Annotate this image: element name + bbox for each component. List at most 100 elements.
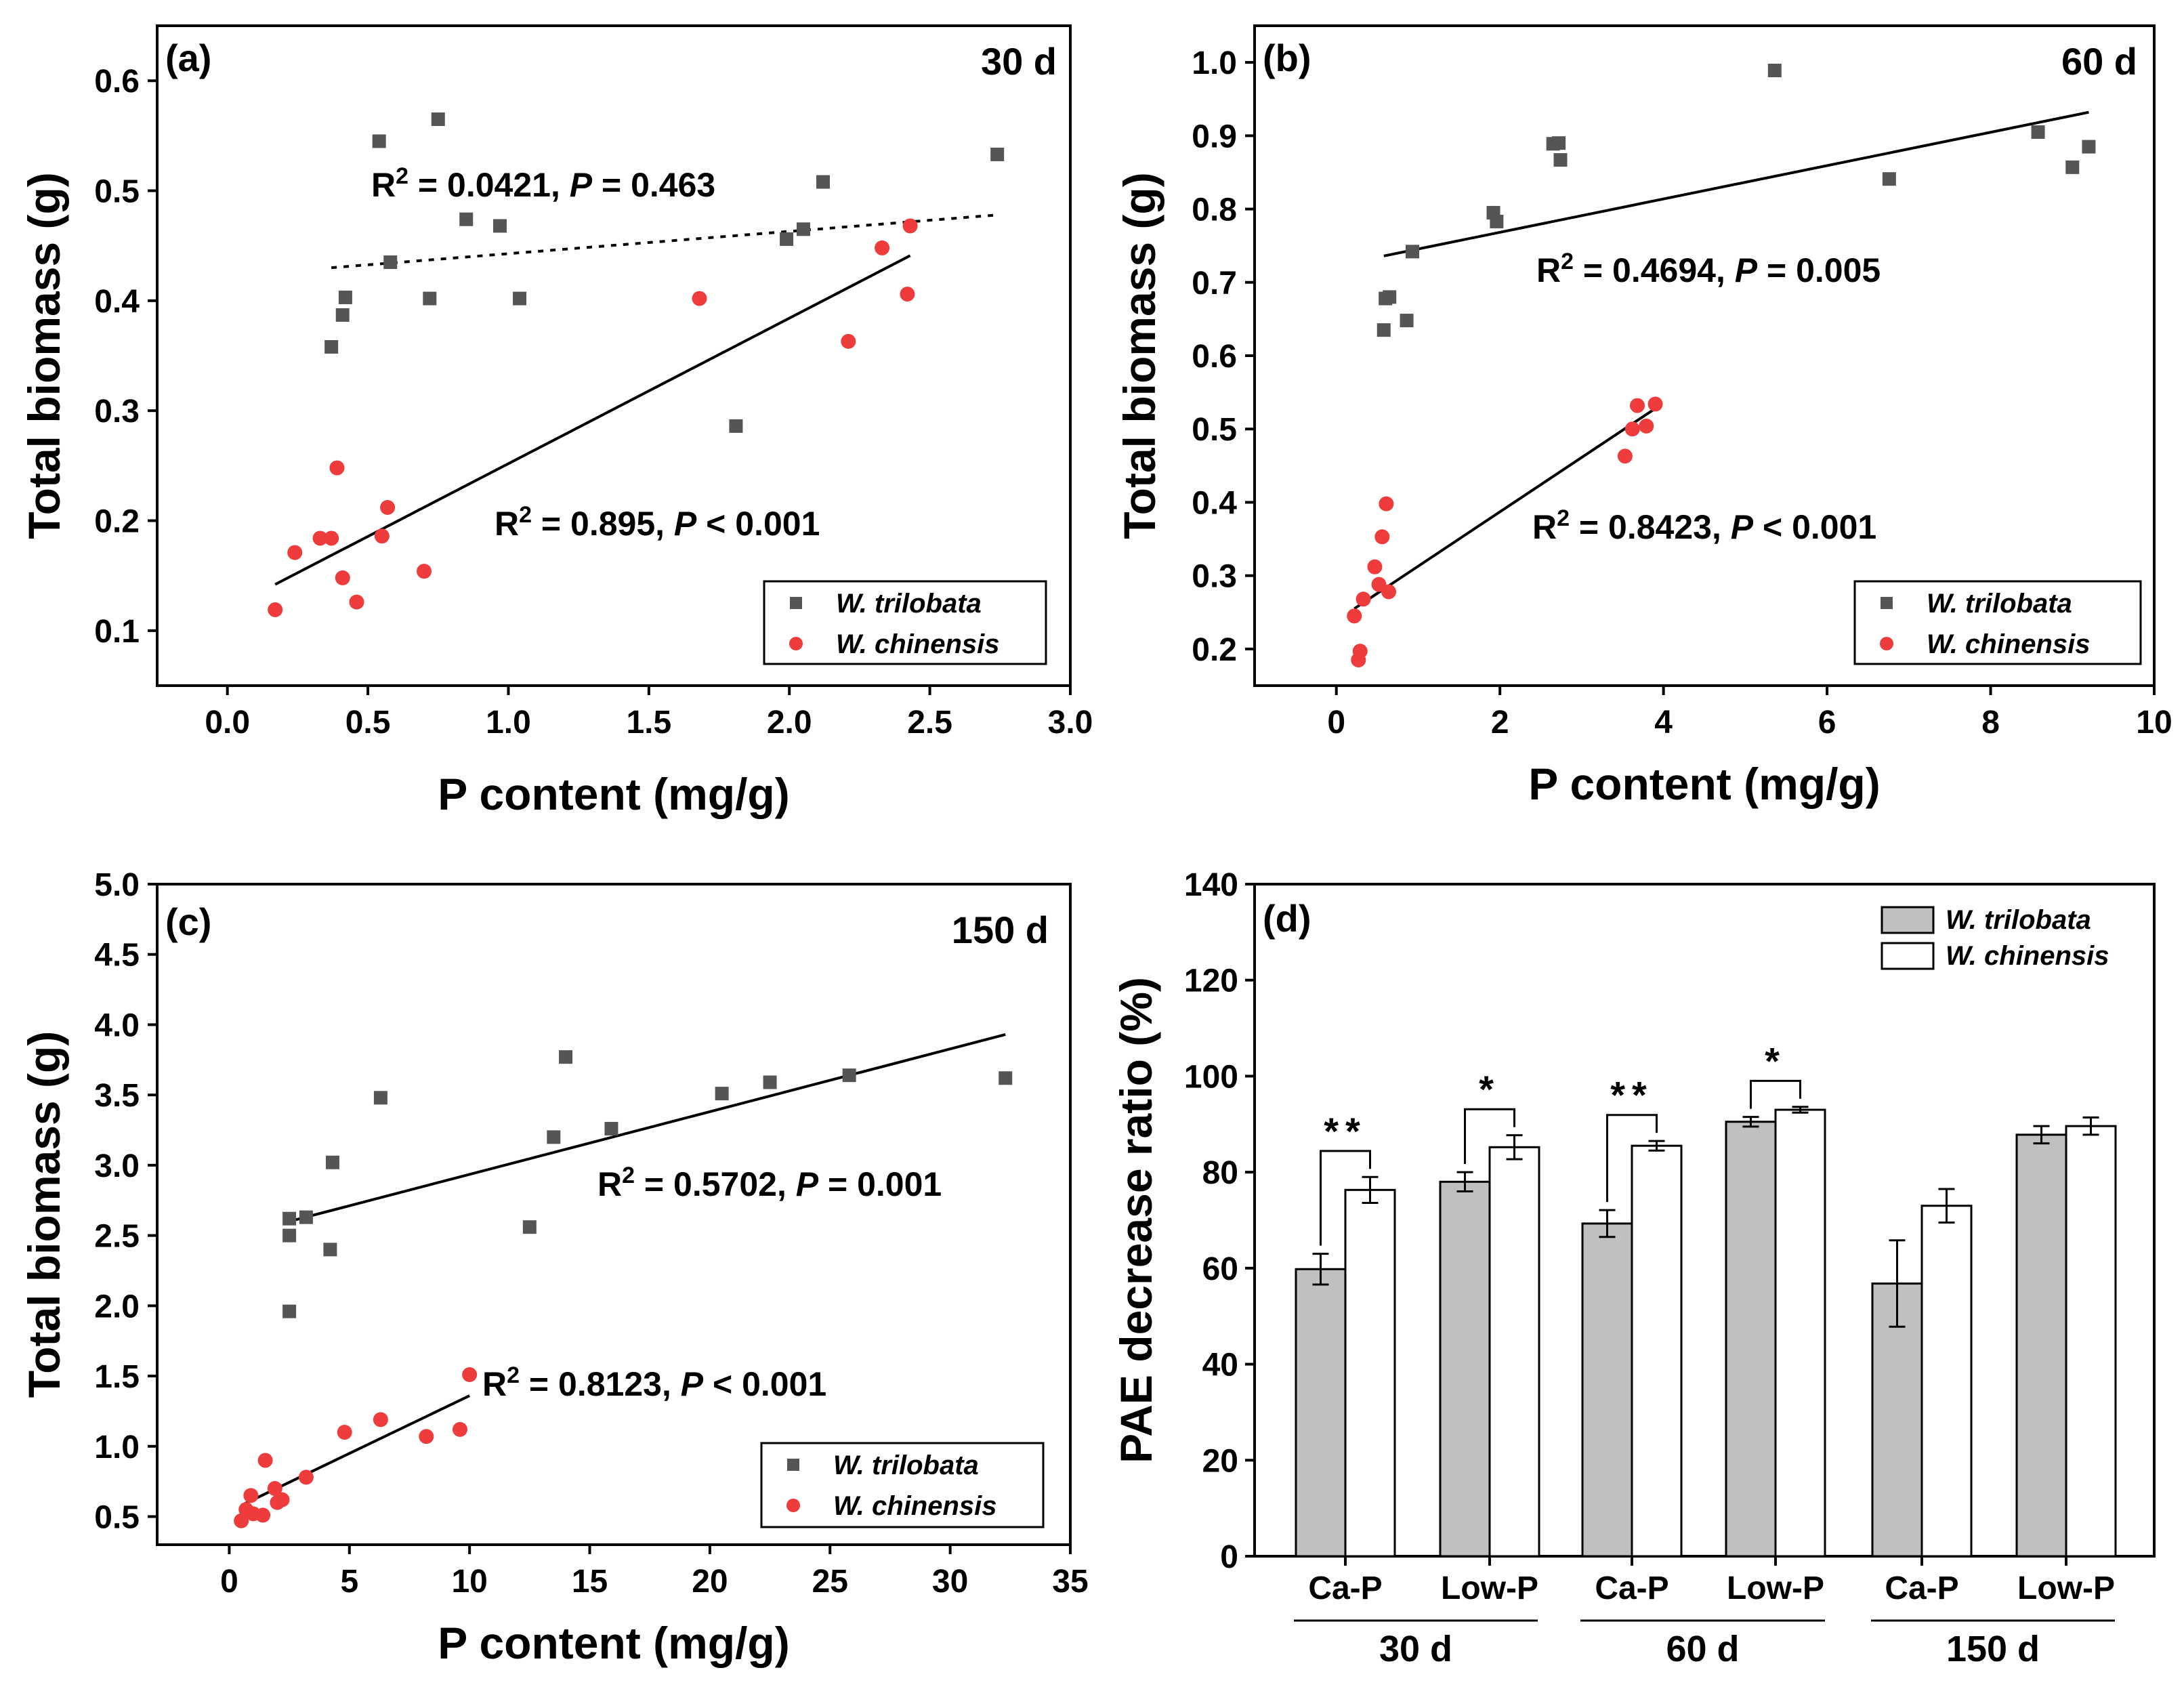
- data-point: [1552, 136, 1566, 150]
- bar: [1439, 1180, 1491, 1558]
- data-point: [380, 500, 396, 516]
- y-tick-label: 100: [1184, 1059, 1238, 1095]
- data-point: [1379, 496, 1394, 512]
- fit-line: [331, 213, 998, 270]
- x-tick-label: 8: [1981, 705, 2000, 741]
- data-point: [841, 333, 856, 349]
- data-point: [1383, 290, 1397, 304]
- data-point: [1374, 529, 1390, 545]
- legend-box: [1853, 580, 2142, 665]
- y-tick-label: 1.5: [94, 1359, 140, 1395]
- x-tick-label: 35: [1052, 1564, 1088, 1600]
- data-point: [902, 218, 918, 234]
- panel-label: (a): [165, 37, 211, 79]
- data-point: [417, 564, 432, 579]
- legend-marker: [1881, 597, 1893, 609]
- x-tick-label: 10: [2136, 705, 2172, 741]
- data-point: [298, 1469, 314, 1485]
- significance-label: *: [1765, 1039, 1786, 1082]
- data-point: [335, 570, 350, 585]
- y-tick-label: 4.0: [94, 1007, 140, 1043]
- x-tick-label: 0: [220, 1564, 238, 1600]
- plot-frame: [1253, 883, 2156, 1558]
- group-label: 150 d: [1946, 1629, 2040, 1669]
- legend: W. trilobata W. chinensis: [760, 1442, 1045, 1528]
- scatter-panel-2: 0 5 10 15 20 25 30 35 0.5 1.0 1.5 2.0 2.5 3.0 3.5 4.0 4.…: [19, 867, 1089, 1668]
- data-point: [1490, 214, 1504, 228]
- y-tick-label: 140: [1184, 867, 1238, 903]
- y-tick-label: 4.5: [94, 938, 140, 974]
- y-axis-title: PAE decrease ratio (%): [1111, 977, 1161, 1463]
- x-tick-label: 15: [572, 1564, 608, 1600]
- data-point: [257, 1453, 273, 1468]
- data-point: [274, 1492, 290, 1507]
- y-tick-label: 0.5: [1192, 412, 1237, 448]
- data-point: [1400, 314, 1414, 328]
- data-point: [513, 291, 527, 306]
- legend-label: W. chinensis: [1946, 941, 2109, 971]
- x-tick-label: 10: [451, 1564, 487, 1600]
- scatter-panel-1: 0 2 4 6 8 10 0.2 0.3 0.4 0.5 0.6 0.7 0.8 0.9 1.0 P cont…: [1114, 24, 2172, 809]
- data-point: [999, 1071, 1013, 1085]
- y-tick-label: 0.5: [94, 174, 140, 210]
- data-point: [692, 291, 707, 306]
- x-tick-label: 1.0: [486, 705, 531, 741]
- data-point: [1356, 591, 1371, 607]
- data-point: [383, 255, 398, 270]
- bar-panel: 0 20 40 60 80 100 120 140 PAE decrease ratio (%)…: [1111, 867, 2156, 1669]
- fit-line: [1353, 407, 1656, 610]
- data-point: [1347, 608, 1362, 624]
- x-tick-label: 6: [1818, 705, 1836, 741]
- data-point: [1381, 584, 1396, 600]
- plot-frame: [156, 24, 1072, 687]
- y-tick-label: 120: [1184, 963, 1238, 999]
- data-point: [337, 1425, 352, 1440]
- panel-label: (d): [1263, 897, 1311, 940]
- duration-label: 30 d: [981, 40, 1057, 83]
- data-point: [729, 419, 743, 433]
- x-tick-label: 2: [1491, 705, 1509, 741]
- y-tick-label: 60: [1202, 1251, 1238, 1287]
- bar: [1631, 1144, 1683, 1558]
- data-point: [1377, 323, 1391, 337]
- regression-stats: R2 = 0.8423, P < 0.001: [1532, 505, 1876, 546]
- regression-stats: R2 = 0.0421, P = 0.463: [371, 163, 715, 204]
- y-tick-label: 5.0: [94, 867, 140, 903]
- significance-label: **: [1324, 1110, 1367, 1152]
- x-tick-label: 30: [932, 1564, 968, 1600]
- data-point: [267, 1481, 282, 1497]
- legend: W. trilobata W. chinensis: [763, 580, 1047, 665]
- y-axis-title: Total biomass (g): [19, 1031, 69, 1398]
- data-point: [462, 1367, 478, 1382]
- significance-bracket: [1320, 1150, 1371, 1246]
- bar: [1488, 1146, 1540, 1558]
- data-point: [431, 112, 445, 126]
- data-point: [842, 1068, 856, 1083]
- y-tick-label: 0.4: [94, 284, 140, 320]
- y-tick-label: 0.3: [1192, 559, 1237, 595]
- significance-bracket: [1464, 1108, 1515, 1165]
- category-label: Low-P: [2017, 1570, 2115, 1606]
- category-label: Low-P: [1441, 1570, 1538, 1606]
- significance-bracket: [1750, 1079, 1801, 1109]
- data-point: [780, 232, 794, 246]
- x-tick-label: 4: [1654, 705, 1673, 741]
- y-tick-label: 0.6: [94, 64, 140, 100]
- scatter-panel-0: 0.0 0.5 1.0 1.5 2.0 2.5 3.0 0.1 0.2 0.3 0.4 0.5 0.6 P…: [19, 24, 1093, 819]
- y-tick-label: 0.2: [94, 504, 140, 540]
- legend-box: [763, 580, 1047, 665]
- y-tick-label: 2.5: [94, 1219, 140, 1255]
- data-point: [522, 1220, 537, 1234]
- legend-label: W. chinensis: [836, 629, 1000, 659]
- legend-label: W. chinensis: [833, 1491, 997, 1521]
- data-point: [324, 530, 339, 546]
- y-tick-label: 40: [1202, 1348, 1238, 1383]
- x-tick-label: 0.0: [205, 705, 250, 741]
- data-point: [324, 340, 339, 354]
- legend-label: W. trilobata: [833, 1451, 979, 1480]
- data-point: [374, 528, 390, 544]
- data-point: [243, 1488, 259, 1503]
- panel-label: (c): [165, 900, 211, 943]
- significance-bracket: [1606, 1114, 1658, 1203]
